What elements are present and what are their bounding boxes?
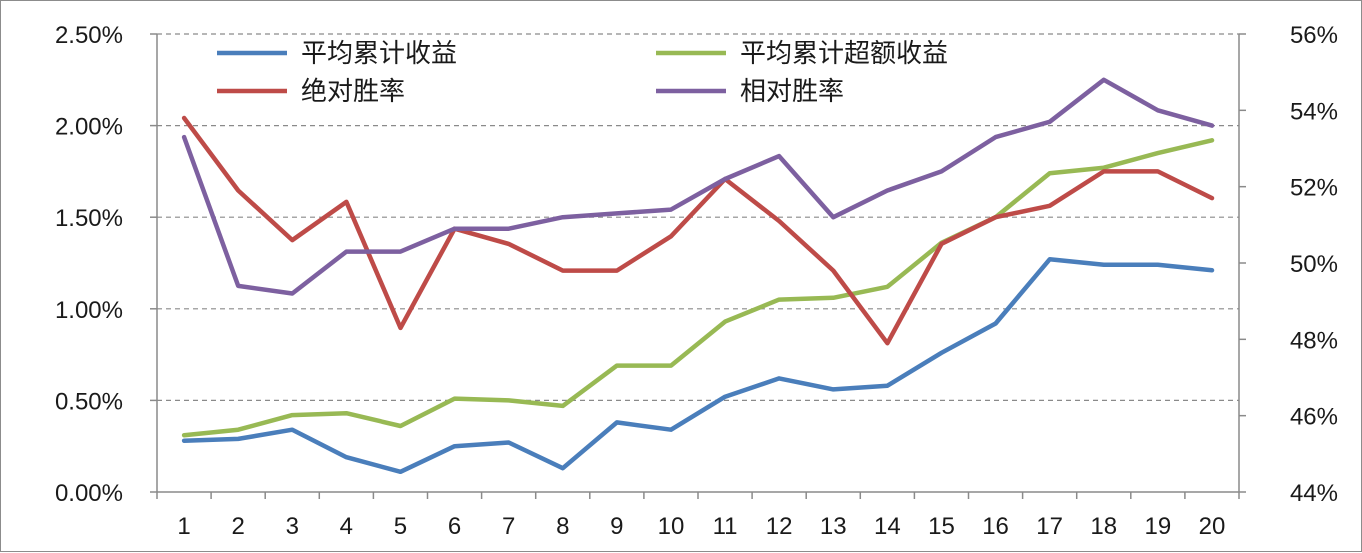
x-axis-tick-label: 8 xyxy=(556,513,569,540)
left-axis-tick-label: 2.50% xyxy=(55,22,123,49)
axes: 0.00% 0.50% 1.00% 1.50% 2.00% 2.50% 44% 46% 48% 5… xyxy=(55,22,1338,540)
x-axis-tick-label: 12 xyxy=(766,513,793,540)
series-line xyxy=(181,257,1215,475)
x-axis-tick-label: 5 xyxy=(394,513,407,540)
right-axis-tick-label: 52% xyxy=(1290,175,1338,202)
x-axis-tick-label: 9 xyxy=(610,513,623,540)
x-axis-tick-label: 13 xyxy=(820,513,847,540)
x-axis-tick-label: 10 xyxy=(658,513,685,540)
x-axis-tick-label: 14 xyxy=(874,513,901,540)
right-axis-tick-label: 48% xyxy=(1290,327,1338,354)
gridlines xyxy=(157,33,1239,401)
x-axis-tick-label: 7 xyxy=(502,513,515,540)
series-line xyxy=(181,115,1215,346)
x-axis-tick-label: 20 xyxy=(1199,513,1226,540)
series-line xyxy=(181,138,1215,438)
left-axis-tick-label: 1.00% xyxy=(55,297,123,324)
x-axis-tick-label: 15 xyxy=(928,513,955,540)
right-axis-tick-label: 44% xyxy=(1290,480,1338,507)
x-axis-tick-label: 4 xyxy=(340,513,353,540)
legend-label: 相对胜率 xyxy=(740,77,844,107)
x-axis-tick-label: 16 xyxy=(982,513,1009,540)
x-axis-tick-label: 2 xyxy=(231,513,244,540)
left-axis-tick-label: 1.50% xyxy=(55,205,123,232)
right-axis-tick-label: 54% xyxy=(1290,98,1338,125)
x-axis-tick-label: 17 xyxy=(1036,513,1063,540)
x-axis-tick-label: 18 xyxy=(1090,513,1117,540)
legend-label: 平均累计超额收益 xyxy=(740,39,948,69)
right-axis-tick-label: 56% xyxy=(1290,22,1338,49)
legend-label: 平均累计收益 xyxy=(301,39,457,69)
right-axis-tick-label: 50% xyxy=(1290,251,1338,278)
x-axis-tick-label: 1 xyxy=(177,513,190,540)
series-line xyxy=(181,77,1215,296)
left-axis-tick-label: 0.50% xyxy=(55,388,123,415)
x-axis-tick-label: 6 xyxy=(448,513,461,540)
legend-label: 绝对胜率 xyxy=(301,77,405,107)
right-axis-tick-label: 46% xyxy=(1290,404,1338,431)
x-axis-tick-label: 19 xyxy=(1144,513,1171,540)
x-axis-tick-label: 11 xyxy=(713,513,738,540)
series-lines xyxy=(181,77,1215,475)
left-axis-tick-label: 2.00% xyxy=(55,114,123,141)
x-axis-tick-label: 3 xyxy=(286,513,299,540)
left-axis-tick-label: 0.00% xyxy=(55,480,123,507)
